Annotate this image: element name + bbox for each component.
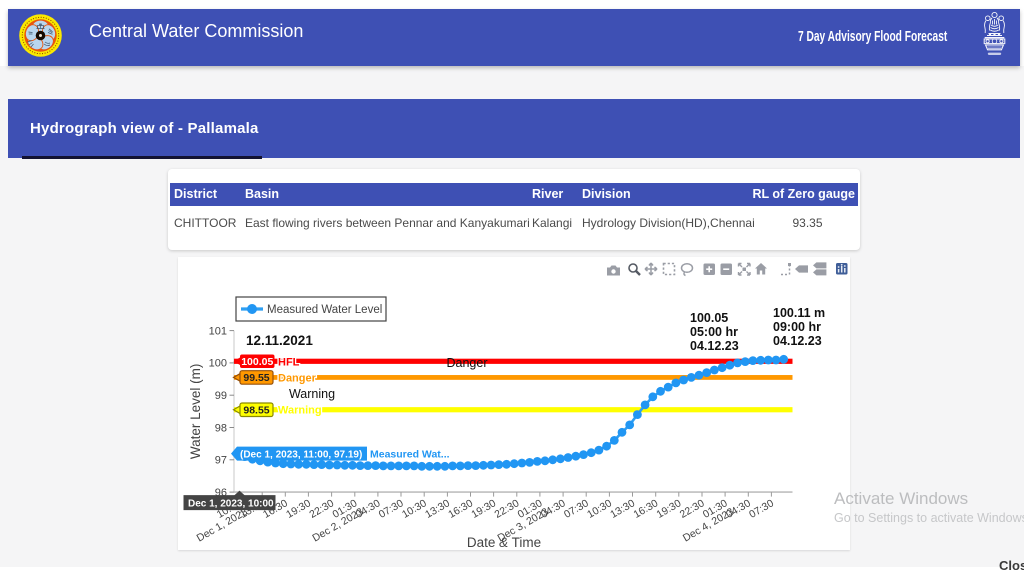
svg-text:100.05: 100.05 <box>690 311 728 325</box>
svg-text:Date & Time: Date & Time <box>467 535 541 550</box>
svg-text:HFL: HFL <box>278 356 300 368</box>
svg-text:100: 100 <box>209 358 227 370</box>
svg-text:(Dec 1, 2023, 11:00, 97.19): (Dec 1, 2023, 11:00, 97.19) <box>240 449 362 460</box>
svg-text:09:00 hr: 09:00 hr <box>773 320 821 334</box>
svg-text:100.05: 100.05 <box>241 356 273 368</box>
svg-text:04.12.23: 04.12.23 <box>690 339 739 353</box>
svg-text:04.12.23: 04.12.23 <box>773 334 822 348</box>
svg-text:Danger: Danger <box>447 356 488 370</box>
svg-text:Water Level (m): Water Level (m) <box>188 364 203 460</box>
svg-text:100.11 m: 100.11 m <box>773 306 825 320</box>
svg-text:Warning: Warning <box>278 405 322 417</box>
svg-text:Measured Water Level: Measured Water Level <box>267 304 382 316</box>
svg-text:07:30: 07:30 <box>747 497 776 521</box>
svg-text:Dec 1, 2023, 10:00: Dec 1, 2023, 10:00 <box>188 498 274 509</box>
svg-text:05:00 hr: 05:00 hr <box>690 325 738 339</box>
svg-text:99.55: 99.55 <box>243 372 269 384</box>
svg-text:99: 99 <box>215 390 227 402</box>
svg-text:97: 97 <box>215 455 227 467</box>
svg-text:12.11.2021: 12.11.2021 <box>246 333 313 348</box>
svg-text:Warning: Warning <box>289 387 335 401</box>
svg-text:98.55: 98.55 <box>243 404 269 416</box>
svg-text:101: 101 <box>209 325 227 337</box>
svg-text:98: 98 <box>215 422 227 434</box>
svg-text:Measured Wat...: Measured Wat... <box>370 448 450 460</box>
svg-text:Danger: Danger <box>278 372 317 384</box>
